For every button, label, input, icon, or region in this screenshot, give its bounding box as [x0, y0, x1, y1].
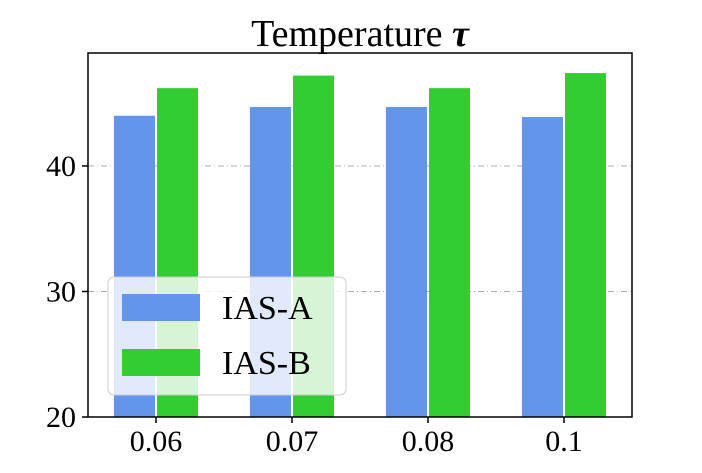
bar-ias-b-0.08 — [429, 88, 470, 417]
plot-frame — [87, 52, 633, 418]
bars — [114, 73, 606, 418]
x-tick-label: 0.06 — [130, 425, 183, 458]
bar-ias-a-0.1 — [522, 117, 563, 417]
y-tick-label: 40 — [46, 150, 76, 183]
bar-ias-b-0.1 — [565, 73, 606, 417]
bar-ias-a-0.08 — [386, 106, 427, 417]
legend: IAS-A IAS-B — [107, 276, 347, 396]
legend-swatch-ias-b — [122, 349, 200, 376]
title-symbol: τ — [452, 13, 470, 55]
legend-label-ias-b: IAS-B — [222, 345, 311, 382]
x-tick-label: 0.1 — [545, 425, 583, 458]
legend-label-ias-a: IAS-A — [222, 290, 313, 327]
y-tick-label: 20 — [46, 401, 76, 434]
axis-ticks: 20 30 40 0.06 0.07 0.08 0.1 — [46, 150, 583, 458]
chart-title: Temperature τ — [251, 13, 470, 55]
x-tick-label: 0.08 — [402, 425, 455, 458]
x-tick-label: 0.07 — [266, 425, 319, 458]
y-tick-label: 30 — [46, 275, 76, 308]
legend-swatch-ias-a — [122, 294, 200, 321]
